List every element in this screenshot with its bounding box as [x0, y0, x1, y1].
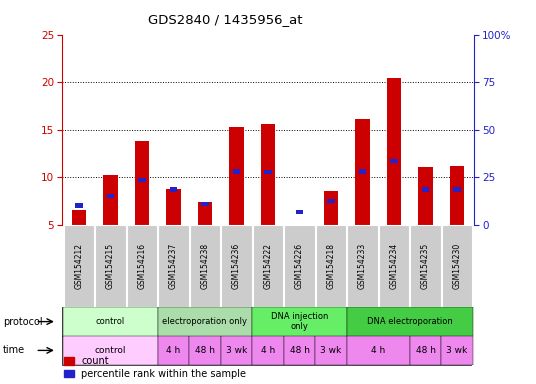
Bar — [355, 119, 370, 225]
Bar — [221, 336, 252, 365]
Text: electroporation only: electroporation only — [162, 317, 248, 326]
Bar — [198, 202, 212, 225]
Bar — [284, 336, 315, 365]
Bar — [324, 191, 338, 225]
Bar — [221, 225, 252, 307]
Text: GSM154212: GSM154212 — [75, 243, 84, 289]
Text: GSM154233: GSM154233 — [358, 243, 367, 289]
Text: GDS2840 / 1435956_at: GDS2840 / 1435956_at — [148, 13, 302, 26]
Bar — [103, 175, 117, 225]
Bar — [229, 127, 243, 225]
Bar — [72, 210, 86, 225]
Text: GSM154235: GSM154235 — [421, 243, 430, 289]
Bar — [347, 225, 378, 307]
Bar — [252, 336, 284, 365]
Text: GSM154222: GSM154222 — [264, 243, 272, 289]
Bar — [95, 225, 126, 307]
Bar — [264, 170, 272, 174]
Bar — [135, 141, 149, 225]
Bar — [63, 307, 158, 336]
Bar — [107, 194, 114, 198]
Bar — [387, 78, 401, 225]
Bar — [170, 187, 177, 192]
Bar — [359, 169, 366, 174]
Text: protocol: protocol — [3, 316, 42, 327]
Bar — [284, 225, 315, 307]
Bar — [316, 225, 346, 307]
Text: 48 h: 48 h — [415, 346, 436, 355]
Bar — [419, 167, 433, 225]
Text: DNA injection
only: DNA injection only — [271, 312, 328, 331]
Text: GSM154236: GSM154236 — [232, 243, 241, 289]
Bar — [138, 178, 145, 182]
Text: GSM154234: GSM154234 — [390, 243, 399, 289]
Text: control: control — [96, 317, 125, 326]
Text: GSM154226: GSM154226 — [295, 243, 304, 289]
Bar — [158, 336, 189, 365]
Bar — [378, 225, 410, 307]
Text: GSM154215: GSM154215 — [106, 243, 115, 289]
Text: DNA electroporation: DNA electroporation — [367, 317, 452, 326]
Bar — [252, 307, 347, 336]
Text: 3 wk: 3 wk — [226, 346, 247, 355]
Text: 4 h: 4 h — [371, 346, 385, 355]
Bar — [252, 225, 284, 307]
Bar — [450, 166, 464, 225]
Text: 3 wk: 3 wk — [321, 346, 341, 355]
Bar — [126, 225, 158, 307]
Bar — [327, 199, 334, 203]
Text: control: control — [95, 346, 126, 355]
Text: 48 h: 48 h — [289, 346, 309, 355]
Bar — [158, 225, 189, 307]
Legend: count, percentile rank within the sample: count, percentile rank within the sample — [64, 356, 247, 379]
Bar — [453, 187, 460, 192]
Bar — [63, 336, 158, 365]
Text: 4 h: 4 h — [261, 346, 275, 355]
Bar — [391, 159, 398, 163]
Text: 3 wk: 3 wk — [446, 346, 467, 355]
Bar — [233, 169, 240, 174]
Bar — [64, 225, 94, 307]
Text: 48 h: 48 h — [195, 346, 215, 355]
Bar — [202, 202, 209, 206]
Bar — [441, 336, 473, 365]
Bar — [76, 204, 83, 208]
Bar — [315, 336, 347, 365]
Bar — [410, 225, 441, 307]
Bar — [190, 225, 220, 307]
Text: 4 h: 4 h — [166, 346, 181, 355]
Text: GSM154230: GSM154230 — [452, 243, 461, 289]
Bar — [189, 336, 221, 365]
Bar — [347, 336, 410, 365]
Bar — [261, 124, 275, 225]
Bar — [422, 187, 429, 192]
Text: time: time — [3, 345, 25, 356]
Bar — [442, 225, 472, 307]
Bar — [296, 210, 303, 214]
Bar — [347, 307, 473, 336]
Bar — [158, 307, 252, 336]
Text: GSM154237: GSM154237 — [169, 243, 178, 289]
Text: GSM154238: GSM154238 — [200, 243, 210, 289]
Bar — [410, 336, 441, 365]
Text: GSM154216: GSM154216 — [137, 243, 146, 289]
Text: GSM154218: GSM154218 — [326, 243, 336, 289]
Bar — [166, 189, 181, 225]
